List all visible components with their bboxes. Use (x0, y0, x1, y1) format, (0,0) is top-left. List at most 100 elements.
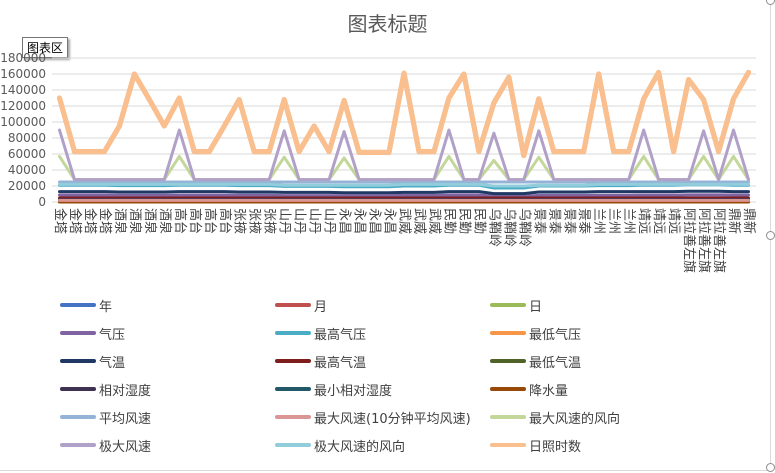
legend-label: 气压 (99, 327, 126, 343)
legend-label: 最大风速(10分钟平均风速) (314, 411, 471, 427)
legend-entry[interactable]: 极大风速 (60, 435, 151, 455)
x-tick-label: 景泰 (546, 208, 561, 234)
x-tick-label: 张掖 (232, 208, 247, 234)
legend-entry[interactable]: 极大风速的风向 (275, 435, 405, 455)
chart-title[interactable]: 图表标题 (347, 12, 428, 36)
x-tick-label: 山丹 (292, 208, 307, 234)
legend-swatch (490, 443, 526, 447)
legend-entry[interactable]: 月 (275, 295, 327, 315)
x-tick-label: 鼎新 (741, 208, 757, 234)
legend-label: 最大风速的风向 (529, 411, 621, 427)
legend-swatch (60, 303, 96, 307)
y-tick-label: 80000 (8, 131, 46, 145)
legend-swatch (275, 443, 311, 447)
x-tick-label: 民勤 (441, 208, 456, 234)
chart-area-tooltip: 图表区 (22, 37, 69, 58)
series-line (58, 154, 750, 182)
series-line (58, 193, 750, 198)
legend-swatch (60, 359, 96, 363)
x-tick-label: 武威 (411, 208, 426, 234)
x-tick-label: 阿拉善左旗 (696, 208, 712, 273)
legend-entry[interactable]: 最高气压 (275, 323, 366, 343)
legend-entry[interactable]: 年 (60, 295, 112, 315)
legend-entry[interactable]: 最低气压 (490, 323, 581, 343)
legend-label: 相对湿度 (99, 383, 152, 399)
x-tick-label: 永昌 (337, 208, 352, 234)
y-tick-label: 60000 (8, 147, 46, 161)
x-tick-label: 兰州 (621, 208, 636, 234)
legend-label: 年 (99, 299, 113, 315)
legend-swatch (60, 415, 96, 419)
legend-swatch (490, 331, 526, 335)
x-tick-label: 靖远 (636, 208, 651, 234)
legend-entry[interactable]: 最高气温 (275, 351, 366, 371)
x-tick-label: 酒泉 (142, 208, 158, 234)
chart-plot[interactable]: 0 20000 40000 60000 80000 100000 120000 140000 1… (0, 0, 775, 300)
x-tick-label: 酒泉 (157, 208, 173, 234)
legend-entry[interactable]: 降水量 (490, 379, 568, 399)
x-tick-label: 酒泉 (112, 208, 128, 234)
y-tick-label: 120000 (0, 99, 46, 113)
legend-label: 日 (529, 299, 543, 315)
legend-swatch (275, 359, 311, 363)
legend-label: 降水量 (529, 383, 569, 399)
legend-label: 月 (314, 299, 328, 315)
legend-swatch (60, 331, 96, 335)
y-tick-label: 180000 (0, 51, 46, 65)
resize-handle-bottom-right[interactable] (766, 463, 775, 472)
legend-swatch (490, 303, 526, 307)
series-line (58, 182, 750, 188)
legend-swatch (275, 331, 311, 335)
x-tick-label: 武威 (397, 208, 412, 234)
x-tick-label: 金塔 (82, 208, 98, 234)
legend-entry[interactable]: 气压 (60, 323, 125, 343)
y-tick-label: 100000 (0, 115, 46, 129)
series-line (58, 128, 750, 182)
legend-swatch (490, 359, 526, 363)
x-tick-label: 山丹 (307, 208, 322, 234)
legend-entry[interactable]: 相对湿度 (60, 379, 151, 399)
legend-entry[interactable]: 日照时数 (490, 435, 581, 455)
legend-swatch (275, 387, 311, 391)
x-tick-label: 高台 (187, 208, 203, 234)
series-line (57, 69, 751, 159)
x-tick-label: 高台 (217, 208, 233, 234)
series-line (58, 189, 750, 196)
x-tick-label: 高台 (202, 208, 218, 234)
legend-label: 平均风速 (99, 411, 152, 427)
legend-entry[interactable]: 日 (490, 295, 542, 315)
x-tick-label: 永昌 (367, 208, 382, 234)
x-tick-label: 永昌 (352, 208, 367, 234)
y-tick-label: 20000 (8, 179, 46, 193)
x-tick-label: 民勤 (471, 208, 486, 234)
legend-entry[interactable]: 最大风速的风向 (490, 407, 620, 427)
legend-entry[interactable]: 平均风速 (60, 407, 151, 427)
x-tick-label: 民勤 (456, 208, 471, 234)
legend-swatch (60, 443, 96, 447)
y-tick-label: 160000 (0, 67, 46, 81)
x-tick-label: 兰州 (606, 208, 621, 234)
y-tick-label: 40000 (8, 163, 46, 177)
x-tick-label: 武威 (426, 208, 441, 234)
x-tick-label: 景泰 (561, 208, 576, 234)
x-tick-label: 阿拉善左旗 (711, 208, 727, 273)
legend-entry[interactable]: 最小相对湿度 (275, 379, 392, 399)
x-tick-label: 高台 (172, 208, 188, 234)
legend-label: 最高气压 (314, 327, 367, 343)
legend-label: 极大风速 (99, 439, 152, 455)
y-tick-label: 0 (38, 195, 46, 209)
x-tick-label: 张掖 (247, 208, 262, 234)
legend-entry[interactable]: 气温 (60, 351, 125, 371)
legend-label: 气温 (99, 355, 126, 371)
x-tick-label: 景泰 (531, 208, 546, 234)
legend-entry[interactable]: 最大风速(10分钟平均风速) (275, 407, 471, 427)
x-tick-label: 永昌 (382, 208, 397, 234)
x-tick-label: 靖远 (666, 208, 681, 234)
x-tick-label: 张掖 (262, 208, 277, 234)
x-tick-label: 鼎新 (726, 208, 742, 234)
legend-entry[interactable]: 最低气温 (490, 351, 581, 371)
legend-label: 最小相对湿度 (314, 383, 393, 399)
legend-swatch (275, 415, 311, 419)
x-tick-label: 景泰 (576, 208, 591, 234)
x-tick-label: 靖远 (651, 208, 666, 234)
